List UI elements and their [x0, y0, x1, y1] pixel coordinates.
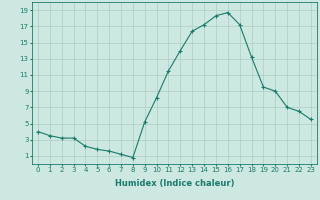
X-axis label: Humidex (Indice chaleur): Humidex (Indice chaleur) — [115, 179, 234, 188]
